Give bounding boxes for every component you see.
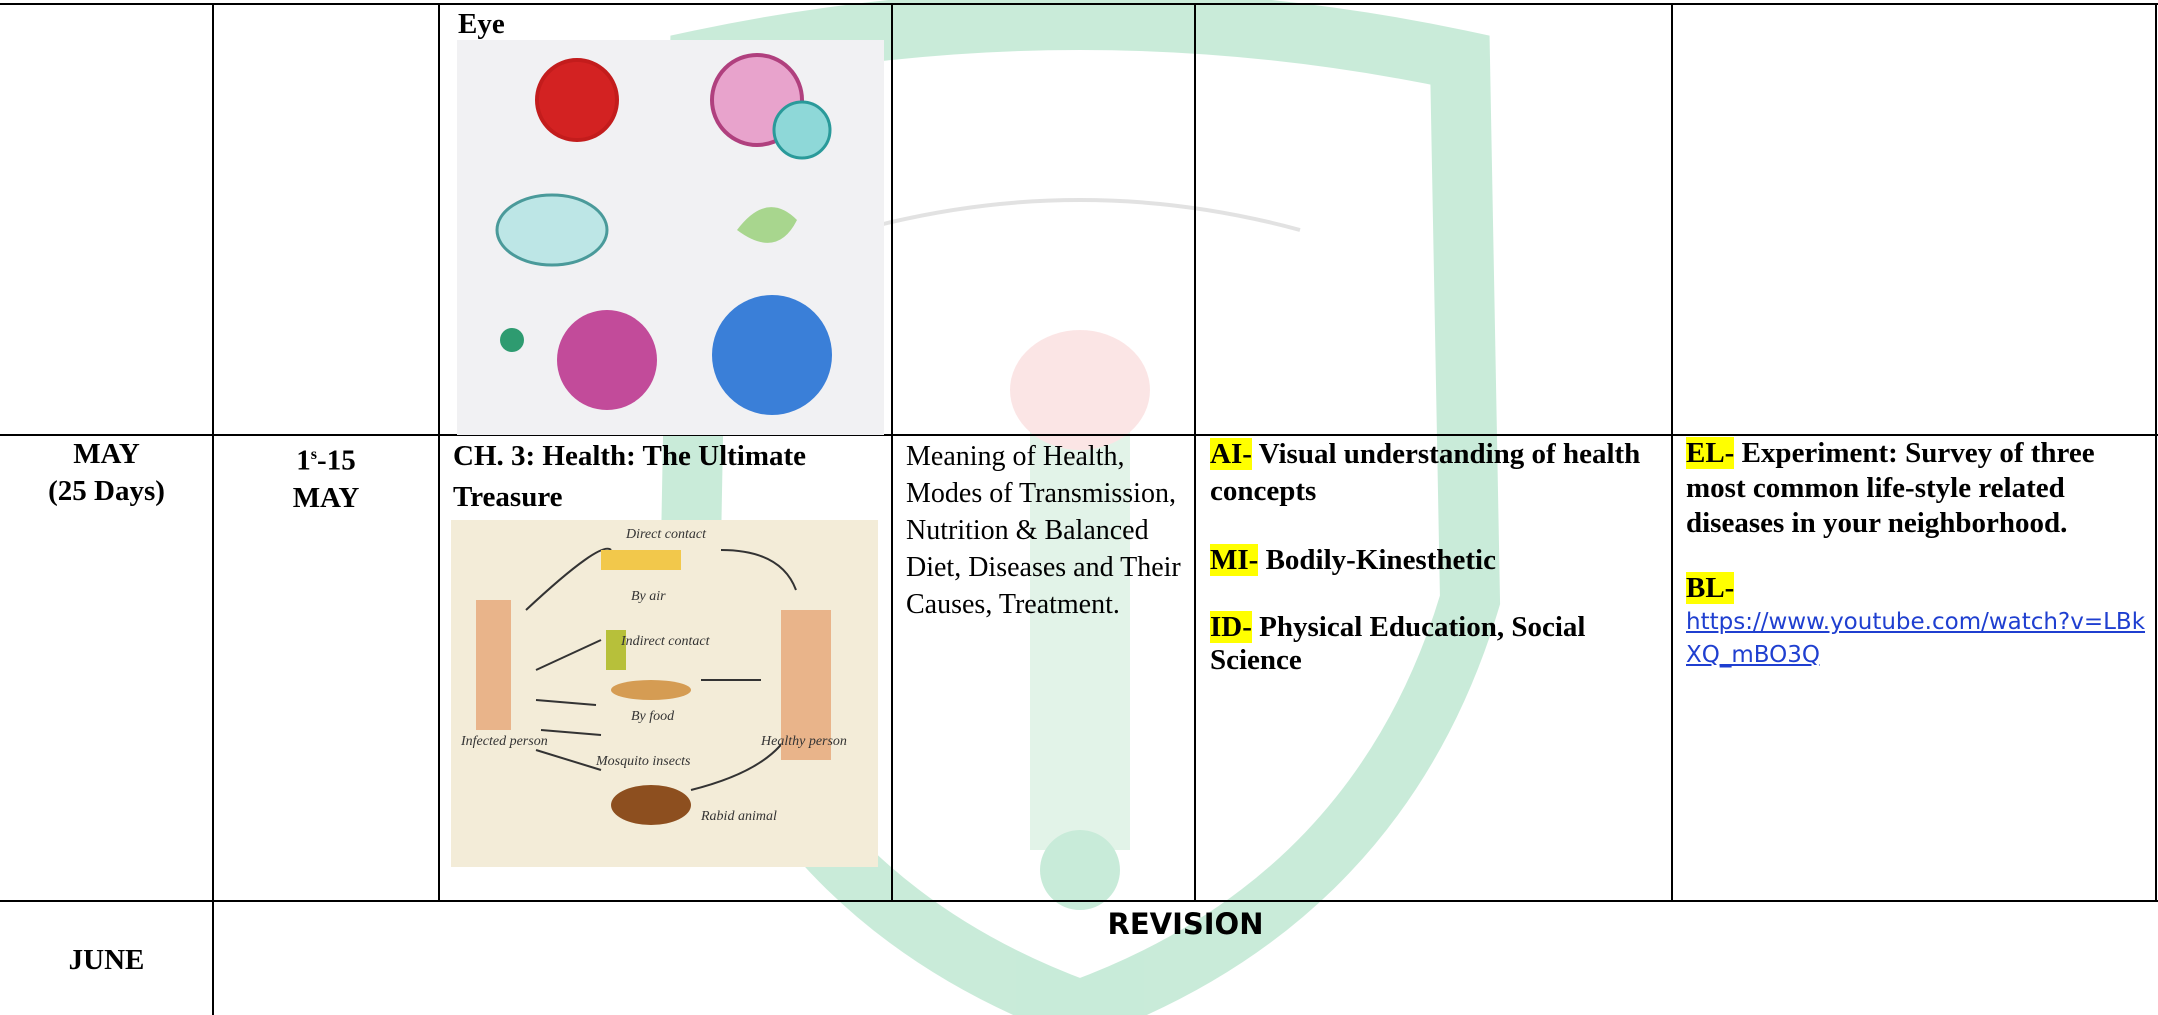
label: Infected person [460,734,548,749]
label: By air [631,589,666,604]
label: Direct contact [625,527,707,542]
chapter-title: CH. 3: Health: The Ultimate Treasure [453,440,807,513]
label: Rabid animal [700,809,777,824]
microbe-image [457,40,884,435]
activities: EL- Experiment: Survey of three most com… [1686,436,2146,672]
month: MAY (25 Days) [48,438,165,507]
transmission-figure: Direct contact By air Indirect contact B… [451,520,878,867]
label: Indirect contact [620,634,711,649]
month: JUNE [68,944,145,976]
topics: Meaning of Health, Modes of Transmission… [906,441,1181,620]
strategies: AI- Visual understanding of health conce… [1210,438,1641,676]
grid [0,3,2158,1015]
revision: REVISION [1107,907,1264,941]
label: By food [631,709,675,724]
dates: 1s-15 MAY [292,444,360,514]
caption: Eye [458,8,505,40]
link[interactable]: https://www.youtube.com/watch?v=LBkXQ_mB… [1686,609,2146,668]
label: Mosquito insects [595,754,691,769]
label: Healthy person [760,734,847,749]
